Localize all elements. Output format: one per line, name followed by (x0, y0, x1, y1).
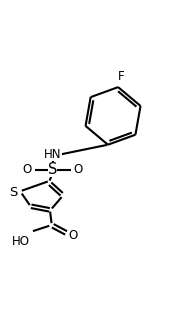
Text: HO: HO (12, 235, 30, 248)
Text: S: S (48, 162, 57, 178)
Text: O: O (23, 164, 32, 177)
Text: F: F (118, 70, 124, 83)
Text: HN: HN (44, 148, 62, 161)
Text: S: S (9, 186, 18, 199)
Text: O: O (74, 164, 83, 177)
Text: O: O (69, 229, 78, 242)
